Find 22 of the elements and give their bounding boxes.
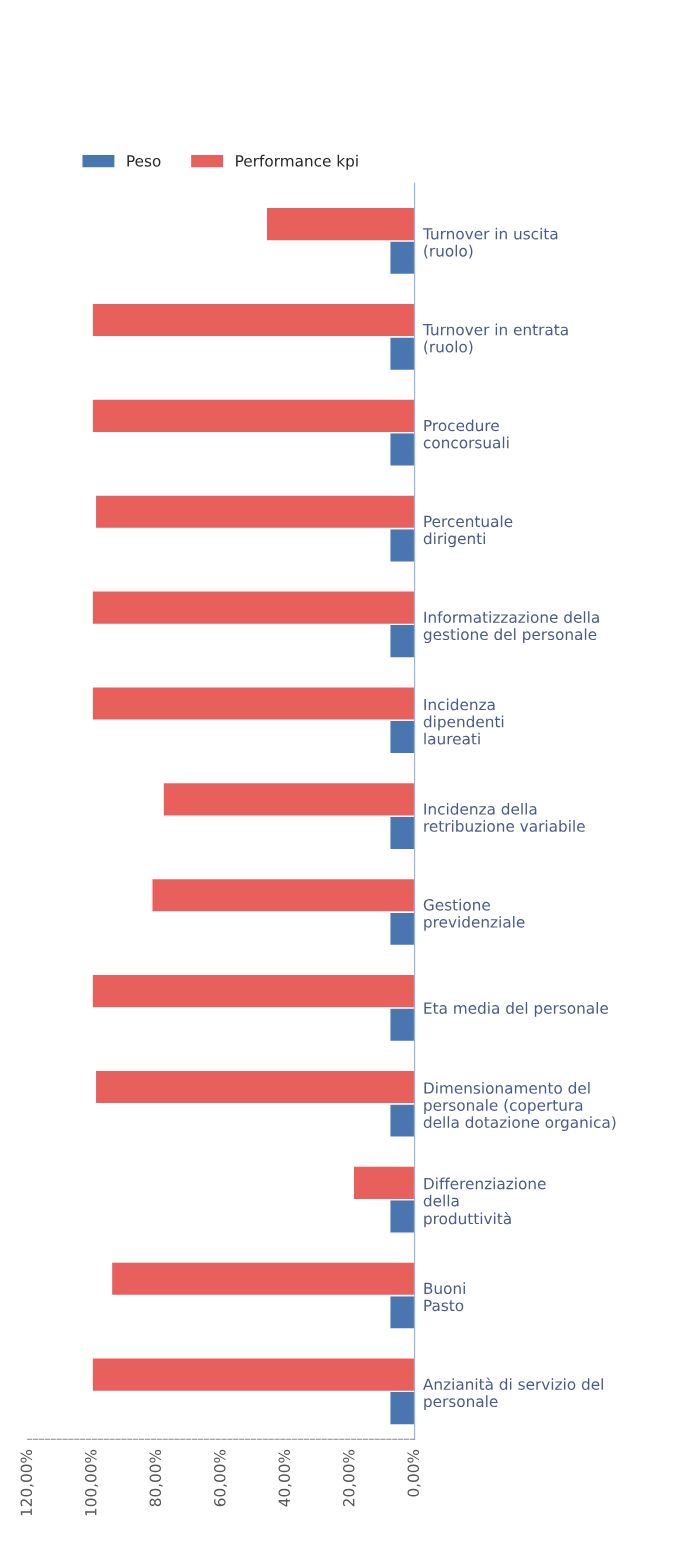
y-tick-label: Buoni Pasto xyxy=(424,1282,465,1312)
x-tick-label: 60,00% xyxy=(214,1449,228,1507)
y-tick-label: Eta media del personale xyxy=(424,1002,608,1017)
y-tick-label: Turnover in uscita (ruolo) xyxy=(422,227,558,259)
x-tick-label: 80,00% xyxy=(149,1449,163,1507)
x-tick-label: 40,00% xyxy=(278,1449,292,1507)
y-tick-label: Dimensionamento del personale (copertura della dotazione organica) xyxy=(423,1081,616,1131)
y-tick-label: Anzianità di servizio del personale xyxy=(423,1377,603,1411)
x-tick-label: 120,00% xyxy=(20,1449,34,1516)
y-tick-label: Incidenza dipendenti laureati xyxy=(423,698,504,745)
legend-label: Performance kpi xyxy=(236,154,358,170)
y-tick-label: Incidenza della retribuzione variabile xyxy=(424,802,585,832)
x-tick-label: 20,00% xyxy=(342,1449,357,1507)
y-tick-label: Informatizzazione della gestione del personale xyxy=(423,611,599,644)
legend-label: Peso xyxy=(127,155,161,167)
y-tick-label: Gestione previdenziale xyxy=(423,898,525,931)
x-tick-label: 100,00% xyxy=(85,1449,99,1516)
y-tick-label: Turnover in entrata (ruolo) xyxy=(422,323,568,355)
y-tick-label: Percentuale dirigenti xyxy=(423,515,513,548)
x-tick-label: 0,00% xyxy=(407,1449,421,1497)
y-tick-label: Procedure concorsuali xyxy=(423,419,509,449)
y-tick-label: Differenziazione della produttività xyxy=(423,1177,546,1228)
